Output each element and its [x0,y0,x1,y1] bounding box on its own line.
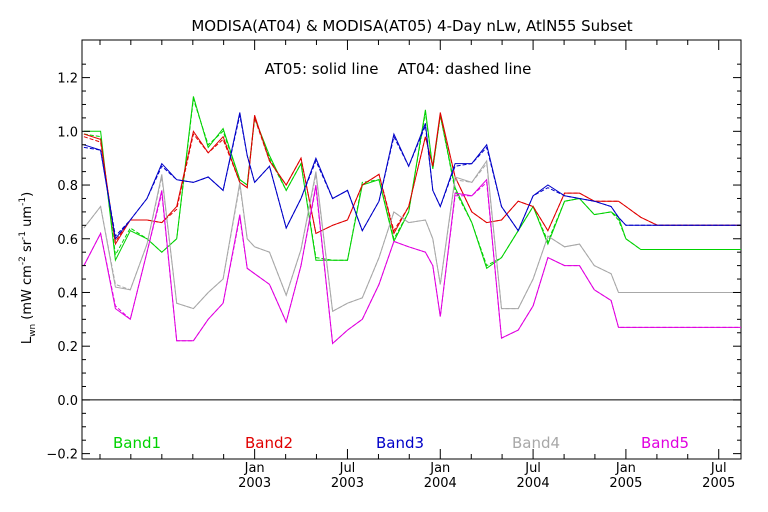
y-label-sup3: -1 [18,197,28,206]
x-tick-month-label: Jan [244,461,265,476]
y-label-sub: wn [28,324,38,337]
y-tick-label: 1.0 [57,125,78,140]
y-tick-label: 0.4 [57,286,78,301]
y-label-units: (mW cm [20,265,35,324]
band2-solid-line [83,112,741,246]
x-tick-month-label: Jul [710,461,727,476]
y-label-sup2: -1 [18,231,28,240]
y-label-mid2: um [20,206,35,231]
y-axis: −0.2 0.0 0.2 0.4 0.6 0.8 1.0 1.2 [46,63,741,463]
y-tick-label: 0.2 [57,340,78,355]
plot-area: −0.20.00.20.40.60.81.01.2 Jan2003Jul2003… [46,39,742,491]
x-tick-month-label: Jan [615,461,636,476]
line-style-annotation: AT05: solid line AT04: dashed line [265,60,532,78]
x-tick-year-label: 2003 [331,476,364,491]
x-axis: Jan2003Jul2003Jan2004Jul2004Jan2005Jul20… [99,40,735,491]
x-tick-month-label: Jan [429,461,450,476]
x-tick-month-label: Jul [339,461,356,476]
y-tick-label: −0.2 [46,448,78,463]
band3-solid-line [83,112,741,240]
legend-band2: Band2 [245,434,293,452]
y-label-sup1: -2 [18,256,28,265]
x-tick-year-label: 2004 [424,476,457,491]
x-tick-month-label: Jul [524,461,541,476]
y-tick-label: 0.0 [57,394,78,409]
band4-solid-line [83,159,741,313]
legend-band1: Band1 [113,434,161,452]
y-label-end: ) [20,192,35,197]
y-tick-label: 0.6 [57,233,78,248]
y-label-main: L [20,336,35,344]
legend-band3: Band3 [376,434,424,452]
legend-band5: Band5 [641,434,689,452]
chart-title: MODISA(AT04) & MODISA(AT05) 4-Day nLw, A… [191,17,632,35]
y-tick-label: 0.8 [57,179,78,194]
y-label-mid1: sr [20,239,35,256]
x-tick-year-label: 2005 [702,476,735,491]
y-axis-label: Lwn (mW cm-2 sr-1 um-1) [18,192,38,344]
x-tick-year-label: 2003 [238,476,271,491]
band5-solid-line [83,178,741,345]
band1-solid-line [83,96,741,270]
legend-band4: Band4 [512,434,560,452]
x-tick-year-label: 2005 [609,476,642,491]
series-layer [83,96,741,345]
legend: Band1 Band2 Band3 Band4 Band5 [113,434,689,452]
y-tick-label: 1.2 [57,72,78,87]
x-tick-year-label: 2004 [517,476,550,491]
